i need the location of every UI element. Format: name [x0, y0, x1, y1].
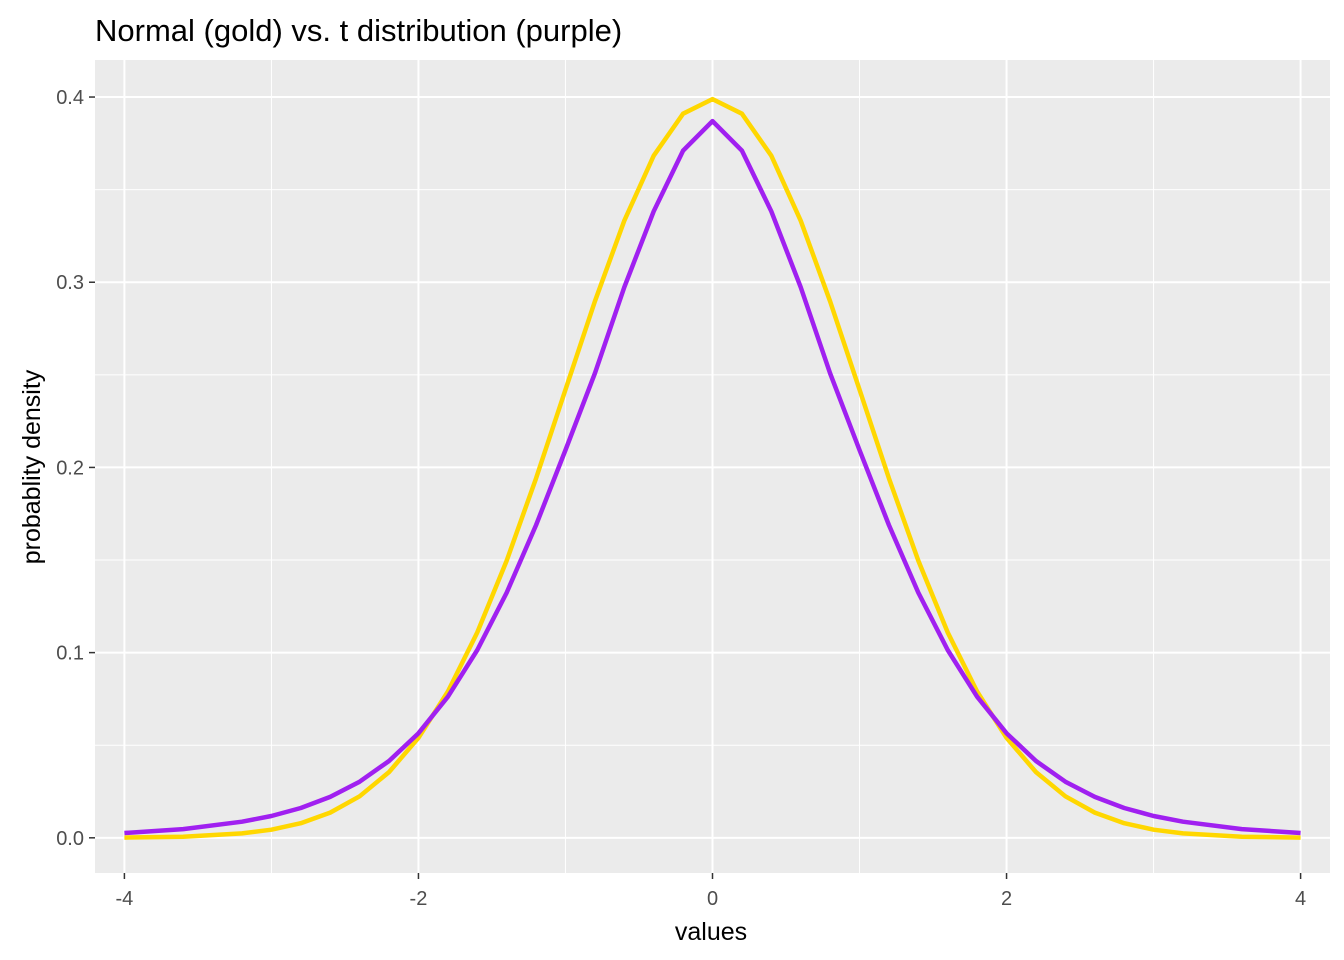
y-tick-label: 0.4	[56, 87, 84, 109]
x-axis: -4 -2 0 2 4	[116, 873, 1306, 910]
series-line-1	[124, 96, 1301, 840]
x-tick-label: 0	[707, 888, 718, 910]
y-tick-label: 0.3	[56, 272, 84, 294]
series-layer	[124, 96, 1301, 840]
y-tick-label: 0.0	[56, 828, 84, 850]
x-tick-label: -2	[410, 888, 428, 910]
chart-title: Normal (gold) vs. t distribution (purple…	[95, 13, 622, 48]
x-tick-label: 2	[1001, 888, 1012, 910]
x-tick-label: 4	[1295, 888, 1306, 910]
y-tick-label: 0.2	[56, 457, 84, 479]
series-line-2	[124, 118, 1301, 836]
x-axis-title: values	[675, 918, 747, 946]
x-tick-label: -4	[116, 888, 134, 910]
y-tick-label: 0.1	[56, 643, 84, 665]
y-axis-title: probablity density	[18, 369, 46, 564]
y-axis: 0.0 0.1 0.2 0.3 0.4	[56, 87, 95, 850]
